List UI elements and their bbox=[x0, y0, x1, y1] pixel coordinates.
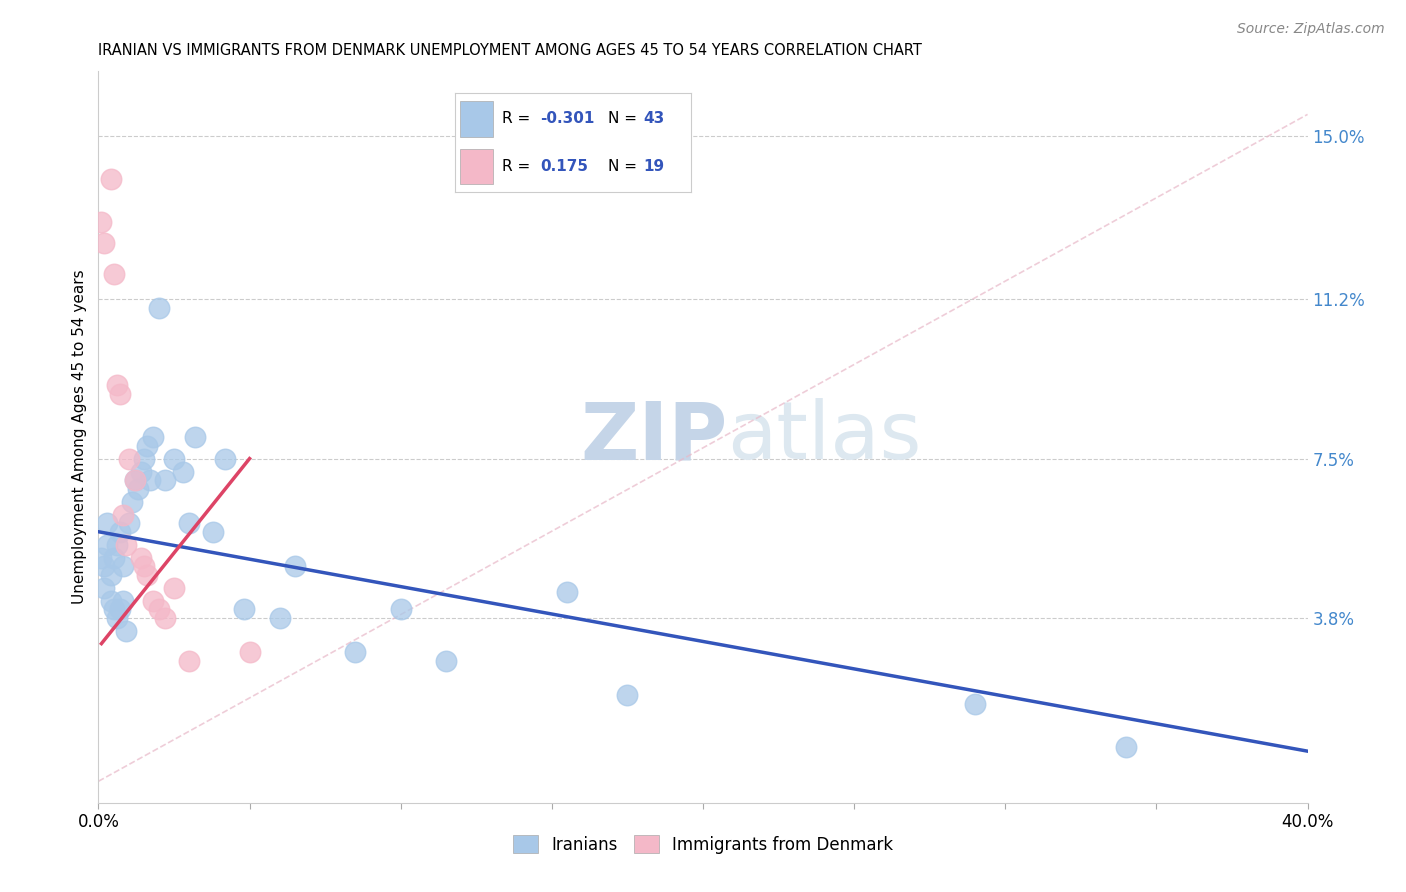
Text: Source: ZipAtlas.com: Source: ZipAtlas.com bbox=[1237, 22, 1385, 37]
Point bbox=[965, 697, 987, 711]
Point bbox=[105, 538, 128, 552]
Point bbox=[96, 516, 118, 530]
Point bbox=[239, 645, 262, 659]
Point bbox=[124, 473, 146, 487]
Point bbox=[103, 267, 125, 281]
Text: atlas: atlas bbox=[727, 398, 921, 476]
Y-axis label: Unemployment Among Ages 45 to 54 years: Unemployment Among Ages 45 to 54 years bbox=[72, 269, 87, 605]
Point bbox=[153, 473, 176, 487]
Point bbox=[135, 567, 157, 582]
Point bbox=[124, 473, 146, 487]
Point bbox=[105, 378, 128, 392]
Point bbox=[93, 581, 115, 595]
Text: ZIP: ZIP bbox=[579, 398, 727, 476]
Point bbox=[179, 654, 201, 668]
Point bbox=[100, 593, 122, 607]
Point bbox=[90, 550, 112, 565]
Point bbox=[100, 567, 122, 582]
Point bbox=[114, 624, 136, 638]
Point bbox=[179, 516, 201, 530]
Point bbox=[135, 439, 157, 453]
Point bbox=[121, 494, 143, 508]
Point bbox=[118, 516, 141, 530]
Point bbox=[129, 465, 152, 479]
Point bbox=[163, 451, 186, 466]
Point bbox=[103, 550, 125, 565]
Text: IRANIAN VS IMMIGRANTS FROM DENMARK UNEMPLOYMENT AMONG AGES 45 TO 54 YEARS CORREL: IRANIAN VS IMMIGRANTS FROM DENMARK UNEMP… bbox=[98, 43, 922, 58]
Point bbox=[284, 559, 307, 574]
Point bbox=[434, 654, 457, 668]
Point bbox=[344, 645, 367, 659]
Point bbox=[389, 602, 412, 616]
Point bbox=[132, 559, 155, 574]
Point bbox=[148, 602, 170, 616]
Point bbox=[269, 611, 291, 625]
Point bbox=[108, 387, 131, 401]
Point bbox=[616, 688, 638, 702]
Point bbox=[555, 585, 578, 599]
Point bbox=[100, 172, 122, 186]
Point bbox=[108, 524, 131, 539]
Point bbox=[214, 451, 236, 466]
Point bbox=[127, 482, 149, 496]
Point bbox=[111, 559, 134, 574]
Point bbox=[129, 550, 152, 565]
Point bbox=[202, 524, 225, 539]
Point bbox=[96, 538, 118, 552]
Point bbox=[153, 611, 176, 625]
Point bbox=[163, 581, 186, 595]
Point bbox=[232, 602, 254, 616]
Point bbox=[108, 602, 131, 616]
Point bbox=[105, 611, 128, 625]
Point bbox=[111, 593, 134, 607]
Point bbox=[132, 451, 155, 466]
Point bbox=[114, 538, 136, 552]
Point bbox=[142, 593, 165, 607]
Legend: Iranians, Immigrants from Denmark: Iranians, Immigrants from Denmark bbox=[506, 829, 900, 860]
Point bbox=[90, 215, 112, 229]
Point bbox=[172, 465, 194, 479]
Point bbox=[93, 236, 115, 251]
Point bbox=[103, 602, 125, 616]
Point bbox=[148, 301, 170, 315]
Point bbox=[1115, 739, 1137, 754]
Point bbox=[142, 430, 165, 444]
Point bbox=[139, 473, 162, 487]
Point bbox=[184, 430, 207, 444]
Point bbox=[93, 559, 115, 574]
Point bbox=[111, 508, 134, 522]
Point bbox=[118, 451, 141, 466]
